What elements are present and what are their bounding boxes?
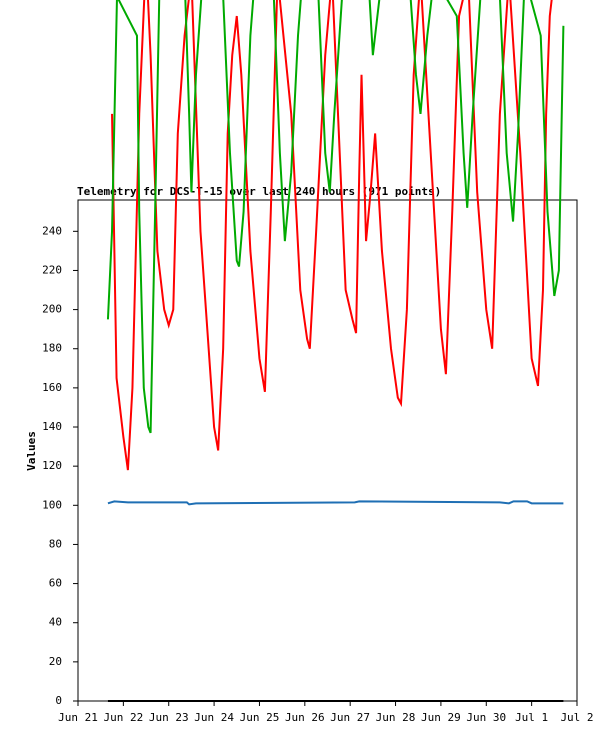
x-tick-label: Jun 29 — [421, 711, 461, 724]
chart-title: Telemetry for DCS-T-15 over last 240 hou… — [77, 185, 441, 198]
x-tick-label: Jun 21 — [58, 711, 98, 724]
x-tick-label: Jun 26 — [285, 711, 325, 724]
y-axis-label: Values — [25, 431, 38, 471]
y-tick-label: 100 — [42, 498, 62, 511]
y-tick-label: 120 — [42, 459, 62, 472]
x-tick-label: Jun 24 — [194, 711, 234, 724]
x-tick-label: Jul 1 — [515, 711, 548, 724]
y-tick-label: 80 — [49, 537, 62, 550]
x-tick-label: Jun 28 — [376, 711, 416, 724]
y-tick-label: 0 — [55, 694, 62, 707]
x-tick-label: Jun 25 — [240, 711, 280, 724]
y-tick-label: 140 — [42, 420, 62, 433]
series-line — [111, 0, 553, 471]
y-tick-label: 240 — [42, 224, 62, 237]
y-tick-label: 220 — [42, 263, 62, 276]
y-tick-label: 180 — [42, 342, 62, 355]
y-tick-label: 60 — [49, 577, 62, 590]
y-tick-label: 200 — [42, 303, 62, 316]
x-tick-label: Jun 27 — [330, 711, 370, 724]
y-tick-label: 40 — [49, 616, 62, 629]
x-tick-label: Jul 2 — [560, 711, 593, 724]
x-tick-label: Jun 23 — [149, 711, 189, 724]
x-tick-label: Jun 30 — [466, 711, 506, 724]
x-tick-label: Jun 22 — [103, 711, 143, 724]
series-line — [107, 500, 564, 506]
y-tick-label: 160 — [42, 381, 62, 394]
y-tick-label: 20 — [49, 655, 62, 668]
